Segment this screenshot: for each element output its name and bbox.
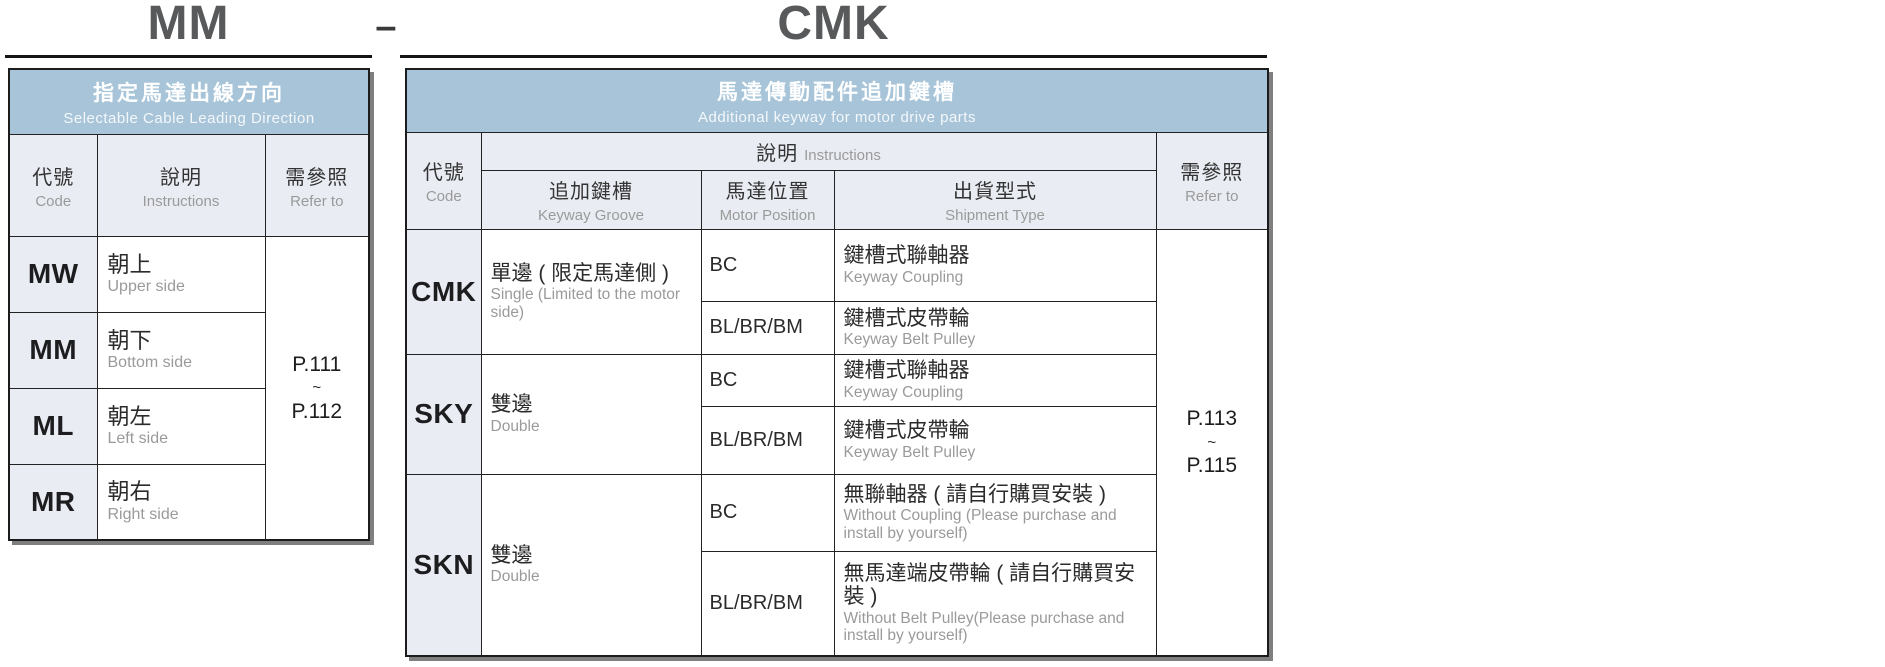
code-cell-sky: SKY [405, 353, 482, 475]
table-row: BL/BR/BM 無馬達端皮帶輪 ( 請自行購買安裝 ) Without Bel… [406, 550, 1268, 657]
left-col-header-code: 代號 Code [8, 133, 98, 237]
code-cell-skn: SKN [405, 473, 482, 657]
refer-page-to: P.115 [1186, 454, 1238, 477]
left-col-header-instructions: 說明 Instructions [96, 133, 266, 237]
right-refer-pages-cell: P.113 ~ P.115 [1155, 228, 1269, 657]
left-title-underline [5, 55, 372, 58]
shipment-cell: 鍵槽式皮帶輪 Keyway Belt Pulley [833, 300, 1157, 355]
left-table-header-band: 指定馬達出線方向 Selectable Cable Leading Direct… [8, 68, 370, 135]
motor-position-cell: BL/BR/BM [700, 550, 835, 657]
shipment-cell: 鍵槽式聯軸器 Keyway Coupling [833, 228, 1157, 302]
table-row: BL/BR/BM 鍵槽式皮帶輪 Keyway Belt Pulley [406, 405, 1268, 475]
refer-page-from: P.111 [292, 352, 342, 376]
refer-page-to: P.112 [291, 399, 343, 423]
cable-direction-table: 指定馬達出線方向 Selectable Cable Leading Direct… [8, 68, 371, 541]
left-refer-pages-cell: P.111 ~ P.112 [264, 235, 370, 541]
table-row: MM 朝下 Bottom side [8, 311, 369, 389]
motor-position-cell: BL/BR/BM [700, 405, 835, 475]
subheader-shipment-type: 出貨型式 Shipment Type [833, 169, 1157, 230]
motor-position-cell: BC [700, 228, 835, 302]
shipment-cell: 鍵槽式聯軸器 Keyway Coupling [833, 353, 1157, 407]
motor-position-cell: BC [700, 353, 835, 407]
code-cell-mw: MW [8, 235, 98, 313]
subheader-keyway-groove: 追加鍵槽 Keyway Groove [480, 169, 702, 230]
motor-position-cell: BL/BR/BM [700, 300, 835, 355]
motor-position-cell: BC [700, 473, 835, 552]
keyway-cell-skn: 雙邊 Double [480, 473, 702, 657]
table-row: BL/BR/BM 鍵槽式皮帶輪 Keyway Belt Pulley [406, 300, 1268, 355]
keyway-cell-cmk: 單邊 ( 限定馬達側 ) Single (Limited to the moto… [480, 228, 702, 355]
keyway-cell-sky: 雙邊 Double [480, 353, 702, 475]
table-row: ML 朝左 Left side [8, 387, 369, 465]
table-row: CMK 單邊 ( 限定馬達側 ) Single (Limited to the … [405, 228, 1269, 657]
left-band-title-zh: 指定馬達出線方向 [93, 81, 285, 105]
table-row: SKN 雙邊 Double BC 無聯軸器 ( 請自行購買安裝 ) Withou… [405, 473, 1268, 657]
shipment-cell: 無馬達端皮帶輪 ( 請自行購買安裝 ) Without Belt Pulley(… [833, 550, 1157, 657]
instruction-cell: 朝下 Bottom side [96, 311, 266, 389]
right-col-header-refer: 需參照 Refer to [1155, 131, 1269, 230]
instruction-cell: 朝上 Upper side [96, 235, 266, 313]
right-col-header-instructions: 說明 Instructions [480, 131, 1157, 171]
code-cell-mr: MR [8, 463, 98, 541]
right-band-title-en: Additional keyway for motor drive parts [698, 108, 976, 126]
instruction-cell: 朝右 Right side [96, 463, 266, 541]
refer-tilde: ~ [1207, 433, 1217, 451]
table-row: MR 朝右 Right side [8, 463, 369, 541]
refer-page-from: P.113 [1186, 407, 1238, 431]
right-table-header-band: 馬達傳動配件追加鍵槽 Additional keyway for motor d… [405, 68, 1269, 133]
right-col-header-code: 代號 Code [405, 131, 482, 230]
keyway-option-table: 馬達傳動配件追加鍵槽 Additional keyway for motor d… [405, 68, 1270, 657]
table-row: SKY 雙邊 Double BC 鍵槽式聯軸器 Keyway Coupling [405, 353, 1268, 475]
code-cell-cmk: CMK [405, 228, 482, 355]
left-table-title: MM [147, 0, 230, 50]
refer-tilde: ~ [312, 379, 322, 396]
code-cell-ml: ML [8, 387, 98, 465]
shipment-cell: 無聯軸器 ( 請自行購買安裝 ) Without Coupling (Pleas… [833, 473, 1157, 552]
right-band-title-zh: 馬達傳動配件追加鍵槽 [717, 80, 958, 104]
instruction-cell: 朝左 Left side [96, 387, 266, 465]
table-row: MW 朝上 Upper side P.111 ~ P.112 [8, 235, 370, 541]
left-band-title-en: Selectable Cable Leading Direction [63, 109, 315, 127]
right-table-title: CMK [777, 0, 890, 50]
shipment-cell: 鍵槽式皮帶輪 Keyway Belt Pulley [833, 405, 1157, 475]
title-separator-dash: – [375, 6, 397, 48]
subheader-motor-position: 馬達位置 Motor Position [700, 169, 835, 230]
right-title-underline [400, 55, 1267, 58]
code-cell-mm: MM [8, 311, 98, 389]
left-col-header-refer: 需參照 Refer to [264, 133, 370, 237]
